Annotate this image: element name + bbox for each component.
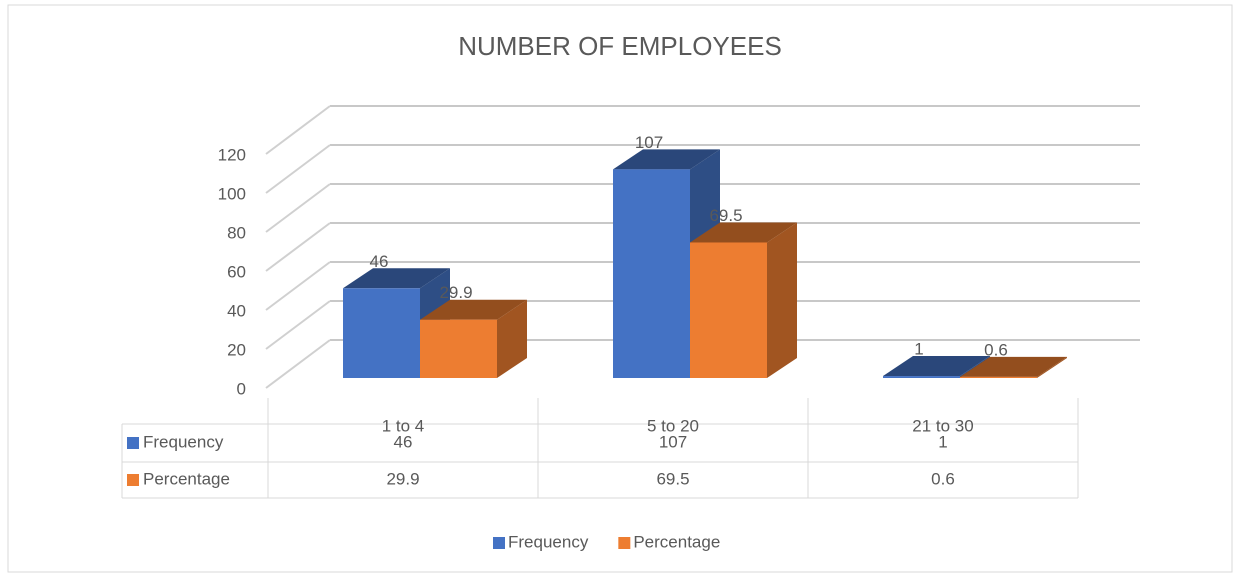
bar <box>960 356 1067 378</box>
bar-top <box>883 356 990 377</box>
table-legend-key <box>127 474 139 486</box>
grid-line <box>265 183 331 233</box>
bar-side <box>767 222 797 378</box>
bar-front <box>960 376 1037 378</box>
y-tick-label: 20 <box>227 340 246 359</box>
x-tick-label: 21 to 30 <box>912 416 973 435</box>
grid-line <box>265 300 331 350</box>
data-label: 1 <box>914 340 923 359</box>
table-row-header: Frequency <box>143 432 224 451</box>
legend-label: Percentage <box>633 532 720 551</box>
grid-line <box>265 105 331 155</box>
bar-side <box>1037 356 1067 378</box>
y-tick-label: 60 <box>227 262 246 281</box>
table-legend-key <box>127 437 139 449</box>
table-cell: 46 <box>394 432 413 451</box>
chart-title: NUMBER OF EMPLOYEES <box>458 31 782 61</box>
data-label: 69.5 <box>709 206 742 225</box>
table-cell: 1 <box>938 432 947 451</box>
y-tick-label: 120 <box>218 145 246 164</box>
table-cell: 107 <box>659 432 687 451</box>
y-tick-label: 80 <box>227 223 246 242</box>
data-label: 29.9 <box>439 283 472 302</box>
bar-front <box>690 242 767 378</box>
data-label: 0.6 <box>984 340 1008 359</box>
bar-front <box>613 169 690 378</box>
bar-top <box>420 299 527 320</box>
x-tick-label: 5 to 20 <box>647 416 699 435</box>
bar-front <box>343 288 420 378</box>
bar <box>343 268 450 378</box>
table-row-header: Percentage <box>143 469 230 488</box>
y-tick-label: 40 <box>227 301 246 320</box>
bar-front <box>420 319 497 378</box>
legend-key <box>493 537 505 549</box>
bar <box>420 299 527 378</box>
bar-top <box>690 222 797 243</box>
grid-line <box>265 261 331 311</box>
bar-side <box>497 299 527 378</box>
y-tick-label: 100 <box>218 184 246 203</box>
table-cell: 69.5 <box>656 469 689 488</box>
y-tick-label: 0 <box>237 379 246 398</box>
grid-line <box>265 144 331 194</box>
data-label: 46 <box>370 252 389 271</box>
legend-key <box>618 537 631 549</box>
data-label: 107 <box>635 133 663 152</box>
grid-line <box>265 222 331 272</box>
bar <box>690 222 797 378</box>
table-cell: 29.9 <box>386 469 419 488</box>
grid-line <box>265 339 331 389</box>
bar-top <box>343 268 450 289</box>
bar-top <box>960 356 1067 377</box>
table-cell: 0.6 <box>931 469 955 488</box>
legend-label: Frequency <box>508 532 589 551</box>
bar-front <box>883 376 960 378</box>
x-tick-label: 1 to 4 <box>382 416 425 435</box>
bar-top <box>613 149 720 170</box>
